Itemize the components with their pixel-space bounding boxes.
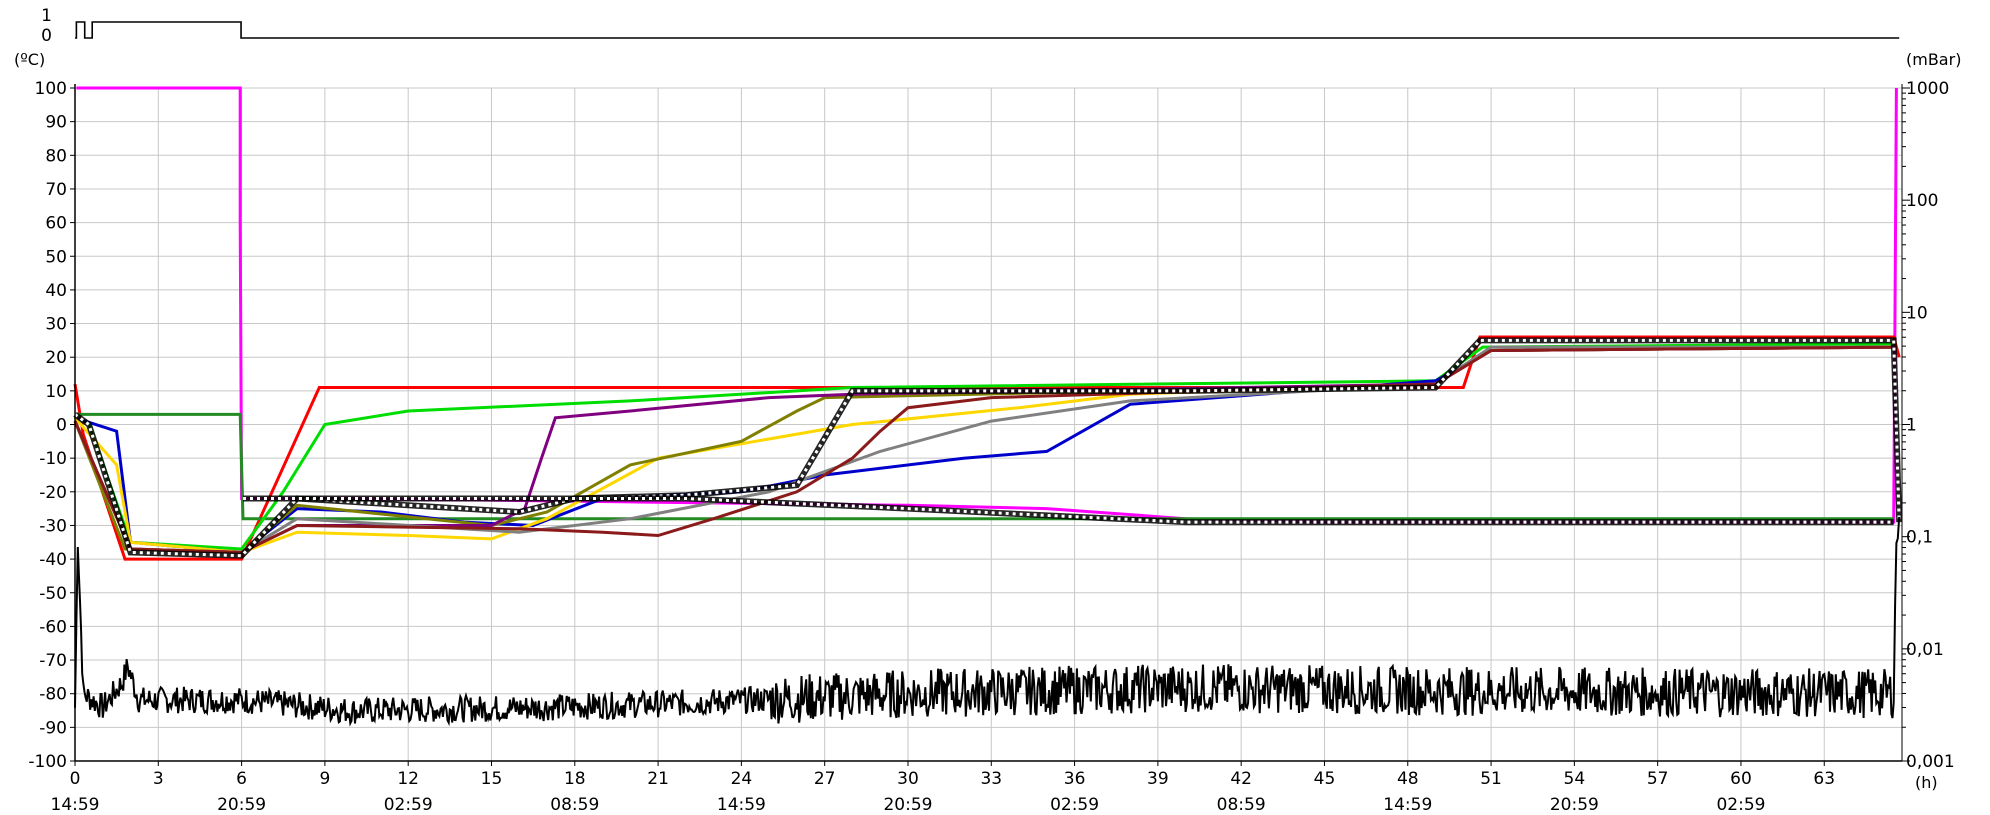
x-tick-label: 12 <box>397 769 419 789</box>
series-line <box>75 412 1894 521</box>
y-tick-label: 50 <box>45 247 67 267</box>
y-tick-label: 90 <box>45 113 67 133</box>
x-tick-label: 45 <box>1314 769 1336 789</box>
x-tick-label: 30 <box>897 769 919 789</box>
x-tick-label: 60 <box>1730 769 1752 789</box>
right-tick-label: 100 <box>1906 191 1938 211</box>
x-tick-label: 15 <box>481 769 503 789</box>
y-tick-label: 100 <box>35 79 67 99</box>
y-tick-label: -20 <box>39 483 67 503</box>
y-tick-label: -100 <box>28 752 67 772</box>
axes: 1009080706050403020100-10-20-30-40-50-60… <box>28 79 1954 815</box>
x-clock-label: 08:59 <box>550 795 599 815</box>
y-tick-label: -90 <box>39 718 67 738</box>
status-trace <box>75 21 1900 39</box>
status-tick-label: 0 <box>41 26 52 46</box>
y-tick-label: -80 <box>39 685 67 705</box>
x-tick-label: 57 <box>1647 769 1669 789</box>
status-strip: 10 <box>41 6 1900 46</box>
right-tick-label: 1 <box>1906 416 1917 436</box>
y-tick-label: 30 <box>45 315 67 335</box>
x-clock-label: 20:59 <box>883 795 932 815</box>
x-tick-label: 24 <box>731 769 753 789</box>
left-axis-unit: (ºC) <box>14 50 45 69</box>
y-tick-label: 40 <box>45 281 67 301</box>
y-tick-label: -40 <box>39 550 67 570</box>
y-tick-label: 20 <box>45 348 67 368</box>
x-clock-label: 02:59 <box>1716 795 1765 815</box>
x-clock-label: 20:59 <box>217 795 266 815</box>
y-tick-label: 70 <box>45 180 67 200</box>
x-tick-label: 39 <box>1147 769 1169 789</box>
y-tick-label: 10 <box>45 382 67 402</box>
x-tick-label: 54 <box>1564 769 1586 789</box>
right-tick-label: 1000 <box>1906 79 1949 99</box>
x-tick-label: 42 <box>1230 769 1252 789</box>
right-tick-label: 0,01 <box>1906 640 1944 660</box>
series-line <box>74 516 1901 727</box>
x-tick-label: 27 <box>814 769 836 789</box>
y-tick-label: -60 <box>39 617 67 637</box>
x-tick-label: 3 <box>153 769 164 789</box>
y-tick-label: 0 <box>56 416 67 436</box>
x-clock-label: 02:59 <box>1050 795 1099 815</box>
x-tick-label: 36 <box>1064 769 1086 789</box>
grid <box>74 87 1902 762</box>
right-tick-label: 10 <box>1906 303 1928 323</box>
x-tick-label: 9 <box>319 769 330 789</box>
x-clock-label: 14:59 <box>717 795 766 815</box>
x-axis-unit: (h) <box>1915 773 1938 792</box>
y-tick-label: -10 <box>39 449 67 469</box>
x-tick-label: 18 <box>564 769 586 789</box>
y-tick-label: -70 <box>39 651 67 671</box>
x-clock-label: 14:59 <box>51 795 100 815</box>
right-axis-unit: (mBar) <box>1906 50 1961 69</box>
y-tick-label: 80 <box>45 146 67 166</box>
series-line-hatch <box>74 338 1901 558</box>
y-tick-label: -30 <box>39 516 67 536</box>
y-tick-label: 60 <box>45 214 67 234</box>
right-tick-label: 0,001 <box>1906 752 1955 772</box>
series-line-hatch <box>243 497 1894 524</box>
right-tick-label: 0,1 <box>1906 528 1933 548</box>
x-tick-label: 63 <box>1813 769 1835 789</box>
x-tick-label: 0 <box>70 769 81 789</box>
status-tick-label: 1 <box>41 6 52 26</box>
x-clock-label: 20:59 <box>1550 795 1599 815</box>
x-tick-label: 33 <box>980 769 1002 789</box>
y-tick-label: -50 <box>39 584 67 604</box>
x-tick-label: 6 <box>236 769 247 789</box>
x-tick-label: 51 <box>1480 769 1502 789</box>
x-tick-label: 48 <box>1397 769 1419 789</box>
x-clock-label: 14:59 <box>1383 795 1432 815</box>
x-clock-label: 08:59 <box>1217 795 1266 815</box>
series-group <box>73 86 1903 727</box>
x-clock-label: 02:59 <box>384 795 433 815</box>
x-tick-label: 21 <box>647 769 669 789</box>
